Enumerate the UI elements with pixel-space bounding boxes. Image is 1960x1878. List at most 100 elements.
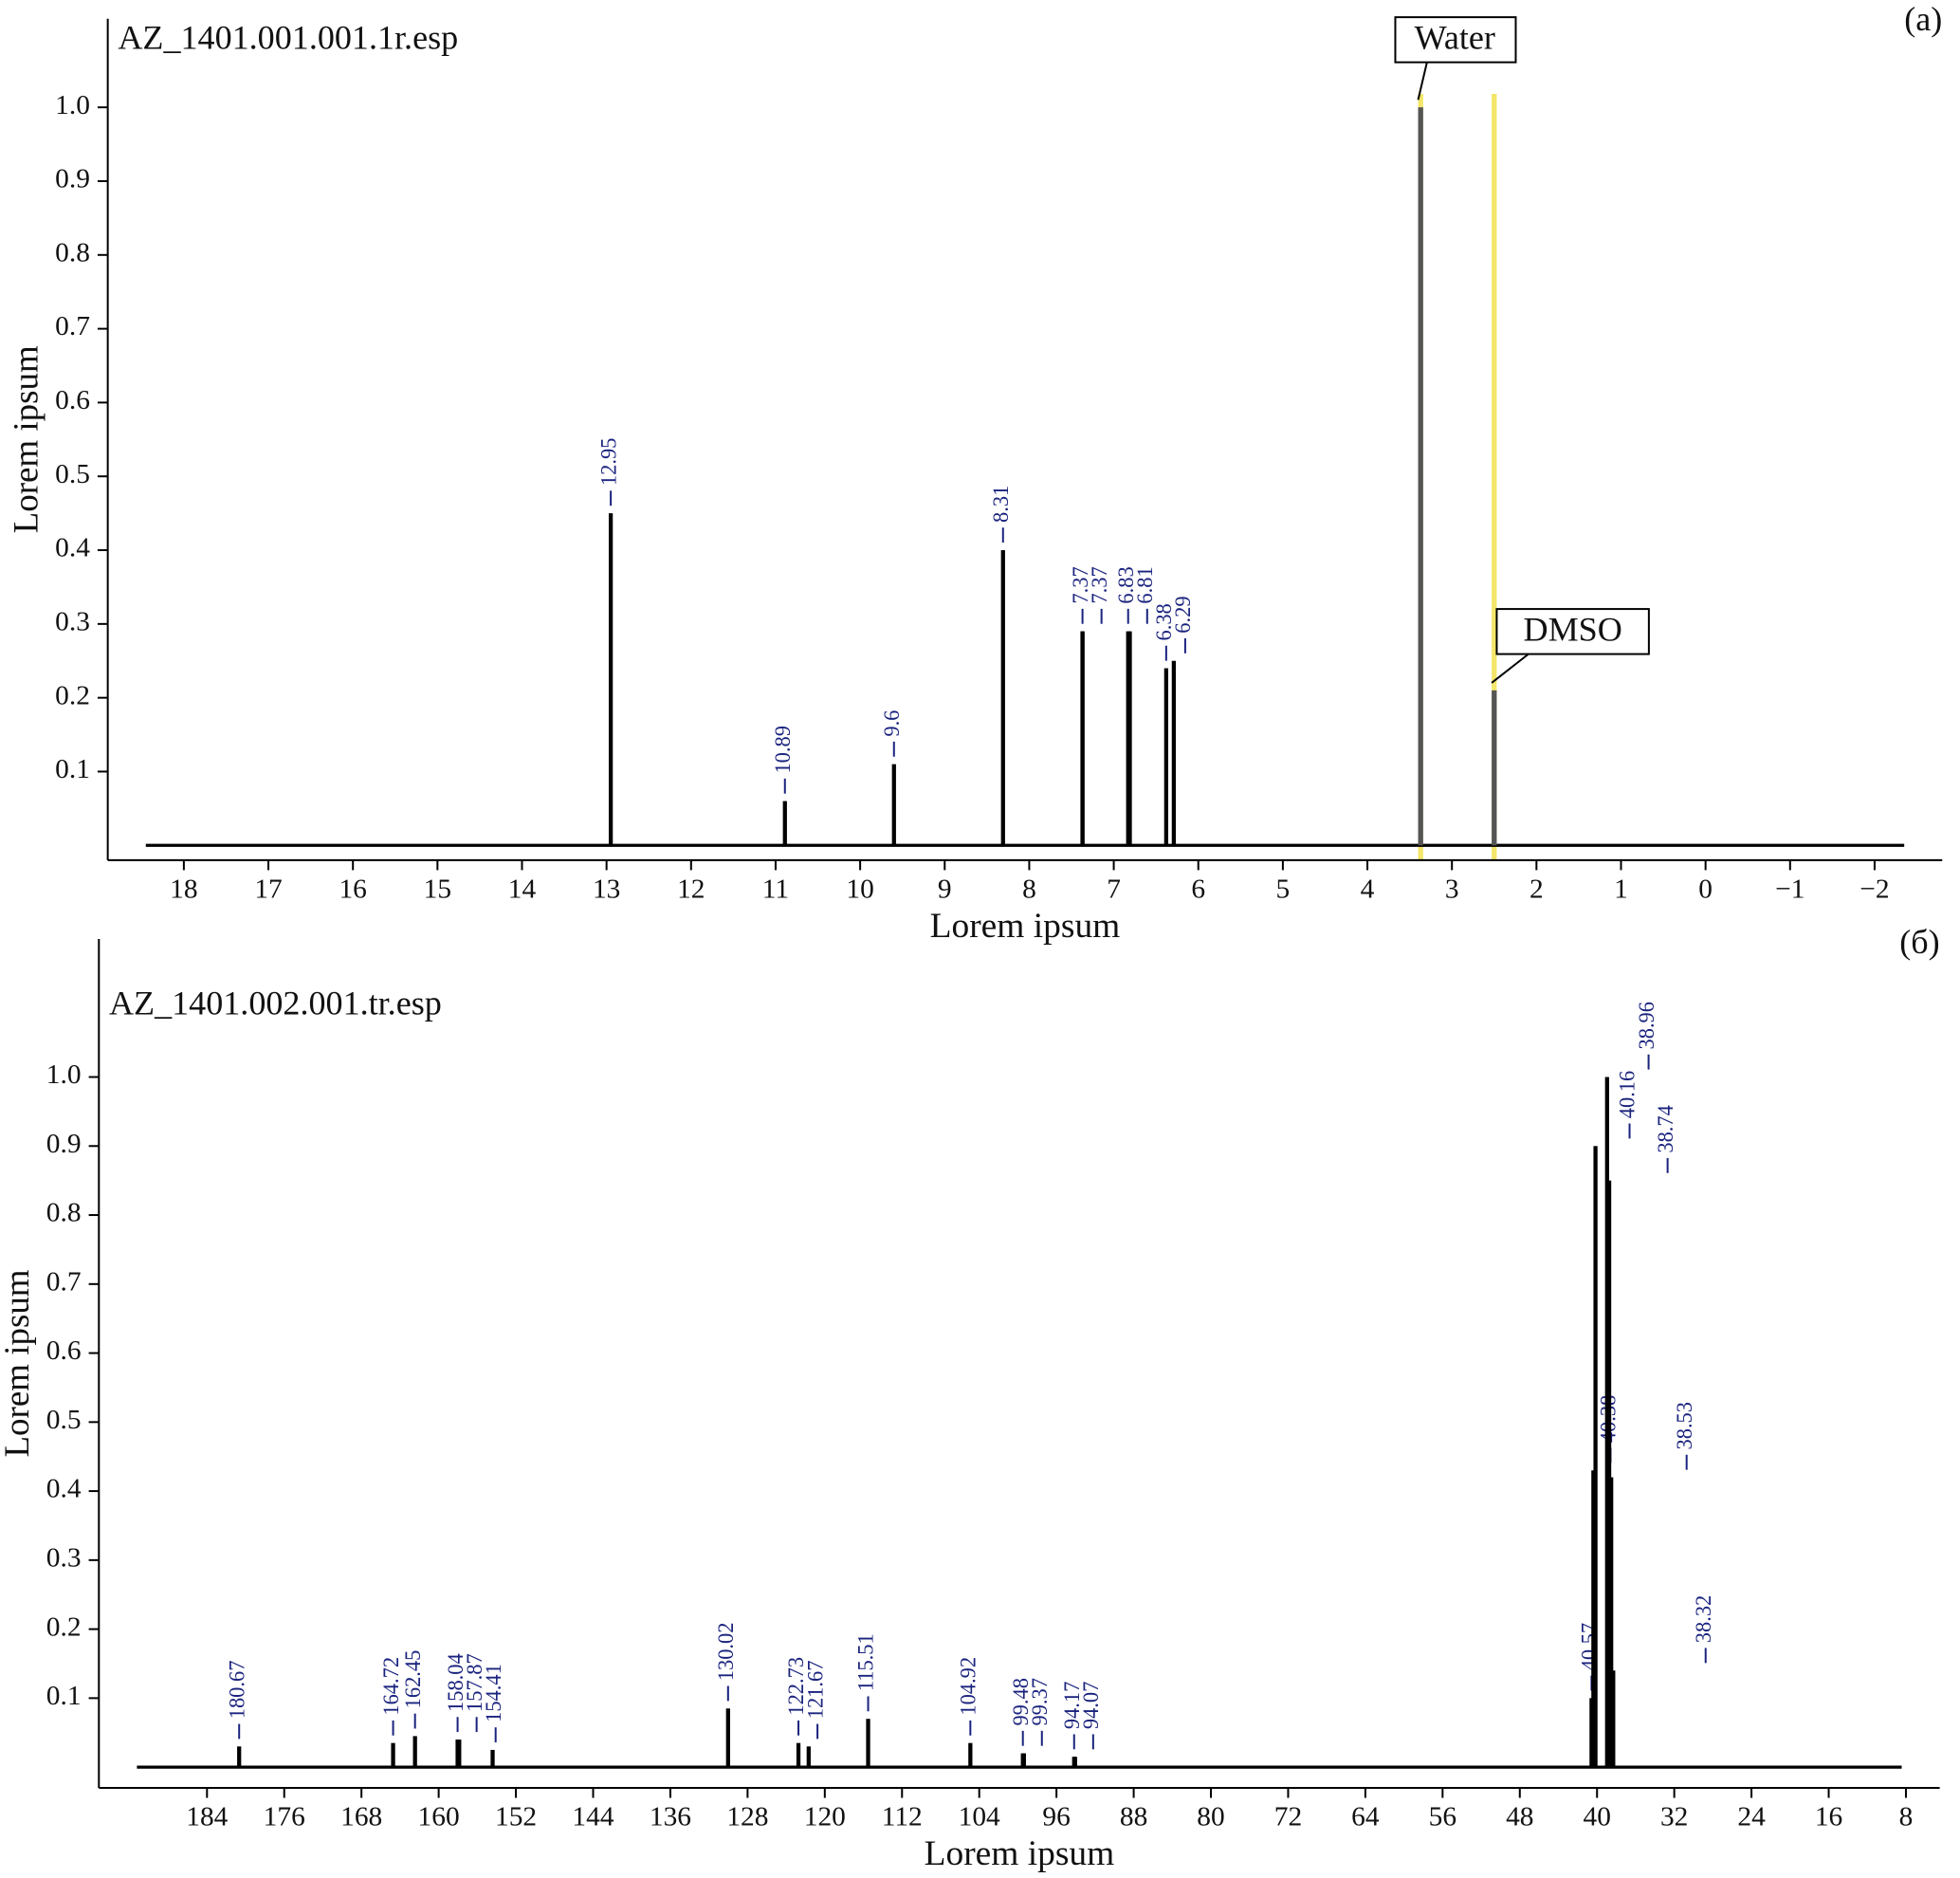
callout-text: Water: [1415, 19, 1495, 57]
y-tick-label: 0.6: [46, 1335, 82, 1366]
peak-label: 157.87: [463, 1653, 486, 1712]
x-tick-label: 136: [650, 1802, 691, 1832]
peak-label: 38.32: [1692, 1595, 1715, 1643]
peak: [457, 1740, 462, 1768]
peak: [1611, 1670, 1616, 1768]
peak-label: 94.17: [1060, 1682, 1084, 1729]
x-tick-label: −1: [1775, 875, 1804, 905]
x-tick-label: 18: [170, 875, 197, 905]
y-axis-title: Lorem ipsum: [0, 1269, 37, 1457]
peak-label: 6.83: [1114, 566, 1138, 603]
x-tick-label: 168: [340, 1802, 382, 1832]
x-tick-label: 72: [1274, 1802, 1302, 1832]
x-tick-label: 4: [1361, 875, 1375, 905]
x-tick-label: 96: [1042, 1802, 1070, 1832]
peak-label: 122.73: [784, 1657, 808, 1716]
x-tick-label: 11: [762, 875, 789, 905]
x-tick-label: 176: [264, 1802, 305, 1832]
file-label: AZ_1401.001.001.1r.esp: [118, 19, 458, 57]
peak-label: 10.89: [771, 726, 795, 773]
peak: [968, 1742, 973, 1768]
peak: [1606, 1180, 1612, 1768]
y-tick-label: 0.4: [55, 533, 90, 563]
peak-label: 8.31: [989, 486, 1013, 523]
peak: [1609, 1477, 1614, 1768]
y-tick-label: 0.3: [46, 1543, 82, 1574]
x-tick-label: 16: [339, 875, 366, 905]
y-tick-label: 0.8: [55, 238, 90, 268]
x-tick-label: 88: [1120, 1802, 1147, 1832]
peak: [1021, 1753, 1026, 1768]
x-tick-label: 152: [495, 1802, 537, 1832]
peak-label: 164.72: [379, 1657, 403, 1716]
peak-label: 38.53: [1673, 1402, 1696, 1449]
y-tick-label: 0.7: [55, 311, 90, 341]
peak-label: 40.57: [1578, 1623, 1602, 1670]
y-tick-label: 0.1: [46, 1681, 82, 1711]
y-tick-label: 0.7: [46, 1267, 82, 1298]
x-tick-label: 120: [804, 1802, 846, 1832]
y-tick-label: 0.6: [55, 385, 90, 415]
y-tick-label: 0.4: [46, 1474, 82, 1504]
x-tick-label: 13: [593, 875, 620, 905]
peak-label: 7.37: [1088, 566, 1111, 603]
x-tick-label: 17: [254, 875, 282, 905]
y-tick-label: 0.1: [55, 754, 90, 784]
peak: [1072, 1757, 1077, 1768]
solvent-peak: [1492, 690, 1497, 846]
x-tick-label: 184: [186, 1802, 229, 1832]
y-tick-label: 0.5: [55, 459, 90, 489]
peak-label: 99.37: [1028, 1678, 1052, 1725]
y-tick-label: 0.8: [46, 1198, 82, 1228]
x-axis-title: Lorem ipsum: [925, 1834, 1115, 1873]
x-tick-label: 48: [1506, 1802, 1533, 1832]
y-tick-label: 1.0: [55, 90, 90, 120]
peak-label: 94.07: [1079, 1682, 1103, 1729]
x-tick-label: 80: [1197, 1802, 1224, 1832]
peak-label: 104.92: [956, 1657, 980, 1716]
callout-line: [1491, 653, 1530, 684]
x-tick-label: 0: [1698, 875, 1713, 905]
peak: [796, 1742, 801, 1768]
peak: [1163, 668, 1168, 846]
y-tick-label: 0.5: [46, 1405, 82, 1435]
peak: [891, 764, 896, 846]
peak-label: 7.37: [1069, 566, 1092, 603]
x-tick-label: 40: [1584, 1802, 1611, 1832]
x-tick-label: 160: [418, 1802, 460, 1832]
peak: [391, 1742, 395, 1768]
x-tick-label: 104: [959, 1802, 1001, 1832]
x-tick-label: 9: [938, 875, 952, 905]
y-tick-label: 0.2: [46, 1611, 82, 1642]
x-tick-label: 3: [1445, 875, 1459, 905]
solvent-peak: [1418, 107, 1423, 846]
peak: [725, 1708, 730, 1768]
peak: [237, 1746, 242, 1768]
peak-label: 158.04: [444, 1653, 467, 1712]
x-tick-label: 24: [1737, 1802, 1766, 1832]
peak: [1000, 550, 1005, 846]
x-tick-label: 14: [508, 875, 537, 905]
y-tick-label: 0.9: [55, 164, 90, 194]
x-axis-title: Lorem ipsum: [930, 907, 1121, 946]
x-tick-label: 144: [572, 1802, 614, 1832]
peak-label: 38.74: [1654, 1105, 1677, 1152]
peak-label: 130.02: [714, 1623, 738, 1682]
x-tick-label: 2: [1530, 875, 1544, 905]
peak: [608, 513, 614, 846]
y-tick-label: 0.3: [55, 607, 90, 637]
x-tick-label: 10: [846, 875, 873, 905]
x-tick-label: 56: [1429, 1802, 1456, 1832]
x-tick-label: 128: [726, 1802, 768, 1832]
peak-label: 180.67: [225, 1661, 248, 1720]
x-tick-label: 112: [882, 1802, 923, 1832]
peak: [1593, 1146, 1598, 1768]
peak-label: 162.45: [401, 1650, 425, 1709]
peak: [1171, 660, 1177, 846]
peak-label: 12.95: [596, 438, 620, 486]
peak-label: 6.38: [1152, 603, 1176, 640]
x-tick-label: 1: [1614, 875, 1628, 905]
x-tick-label: 64: [1351, 1802, 1380, 1832]
x-tick-label: 15: [424, 875, 451, 905]
